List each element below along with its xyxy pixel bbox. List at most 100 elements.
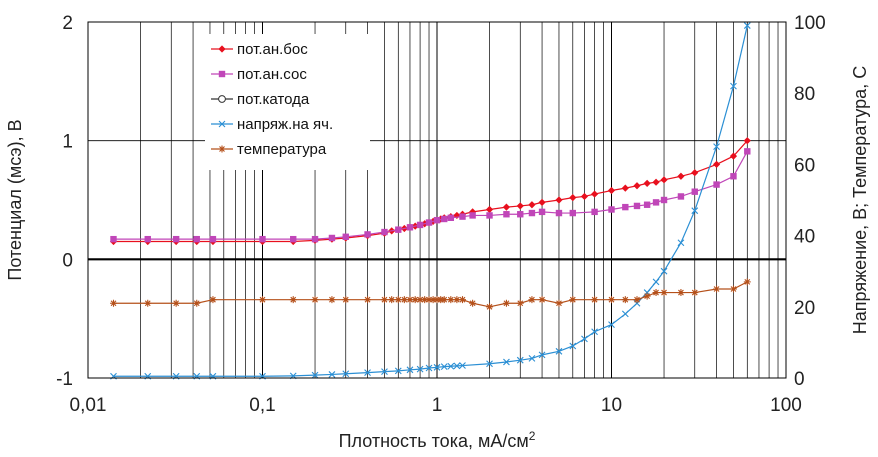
data-point [453, 362, 461, 370]
data-point [416, 365, 424, 373]
data-point [538, 198, 546, 206]
data-point [591, 296, 599, 304]
y-right-tick-label: 100 [794, 13, 826, 34]
data-point [643, 292, 651, 300]
x-tick-label: 1 [432, 395, 443, 416]
legend: пот.ан.бос пот.ан.сос пот.катода напряж.на … [205, 34, 370, 170]
legend-item: пот.катода [211, 91, 310, 108]
data-point [633, 296, 641, 304]
data-point [388, 296, 396, 304]
data-point [290, 235, 297, 243]
data-point [209, 296, 217, 304]
data-point [503, 211, 510, 218]
legend-box [205, 34, 370, 170]
data-point [555, 196, 563, 204]
data-point [730, 82, 737, 90]
data-point [289, 296, 297, 304]
data-point [486, 303, 494, 311]
data-point [591, 208, 598, 216]
data-point [652, 199, 660, 206]
data-point [394, 296, 402, 304]
data-point [209, 235, 217, 243]
data-point [517, 211, 524, 218]
y-right-tick-label: 20 [794, 298, 815, 319]
y-right-tick-label: 0 [794, 369, 805, 390]
legend-label: пот.катода [237, 91, 310, 108]
legend-label: температура [237, 141, 327, 158]
data-point [311, 371, 319, 379]
data-point [652, 178, 660, 186]
data-point [729, 152, 738, 160]
data-point [691, 188, 698, 195]
data-point [469, 299, 477, 307]
data-point [437, 296, 445, 304]
legend-label: пот.ан.сос [237, 66, 307, 83]
data-point [608, 321, 615, 328]
data-point [660, 176, 668, 184]
data-point [555, 347, 563, 355]
data-point [433, 363, 441, 371]
data-point [713, 181, 720, 188]
series-square [110, 148, 751, 243]
data-point [516, 202, 524, 210]
data-point [569, 209, 576, 217]
x-axis-label-superscript: 2 [529, 429, 536, 443]
data-point [440, 296, 448, 304]
data-point [744, 148, 751, 155]
y-axis-left-label: Потенциал (мсэ), В [5, 119, 25, 280]
data-point [503, 358, 510, 366]
data-point [421, 296, 429, 304]
data-point [380, 296, 388, 304]
data-point [259, 296, 266, 304]
data-point [555, 209, 563, 217]
data-point [621, 184, 629, 192]
data-point [608, 206, 615, 213]
data-point [538, 351, 546, 359]
x-tick-label: 0,01 [70, 395, 107, 416]
data-point [516, 299, 524, 307]
data-point [144, 235, 151, 243]
data-point [660, 196, 668, 204]
y-left-tick-label: 2 [62, 13, 73, 34]
data-point [652, 289, 660, 297]
data-point [425, 296, 433, 304]
y-axis-right-label: Напряжение, В; Температура, С [850, 66, 870, 334]
data-point [406, 366, 414, 374]
legend-item: температура [211, 141, 327, 158]
legend-marker [218, 70, 226, 78]
series-line [113, 151, 748, 240]
data-point [364, 369, 371, 377]
data-point [469, 212, 476, 219]
legend-marker [218, 95, 226, 103]
data-point [144, 299, 152, 307]
data-point [458, 296, 466, 304]
data-point [691, 169, 699, 177]
data-point [364, 296, 372, 304]
y-left-tick-label: 1 [62, 132, 73, 153]
y-right-tick-label: 40 [794, 227, 815, 248]
chart-grid [87, 21, 786, 379]
data-point [447, 296, 455, 304]
data-point [528, 201, 536, 209]
data-point [730, 173, 737, 180]
data-point [691, 207, 699, 215]
data-point [110, 235, 117, 243]
data-point [712, 160, 721, 168]
data-point [311, 235, 319, 243]
data-point [416, 221, 424, 229]
data-point [580, 192, 589, 201]
data-point [447, 362, 455, 370]
data-point [342, 370, 350, 378]
data-point [569, 296, 577, 304]
data-point [743, 137, 751, 145]
legend-marker [218, 120, 226, 128]
data-point [608, 296, 615, 304]
data-point [453, 296, 461, 304]
legend-marker [218, 45, 226, 53]
data-point [406, 296, 414, 304]
data-point [342, 296, 350, 304]
plot-frame [87, 21, 787, 379]
series-star [109, 278, 751, 311]
data-point [459, 213, 466, 220]
data-point [660, 267, 668, 275]
